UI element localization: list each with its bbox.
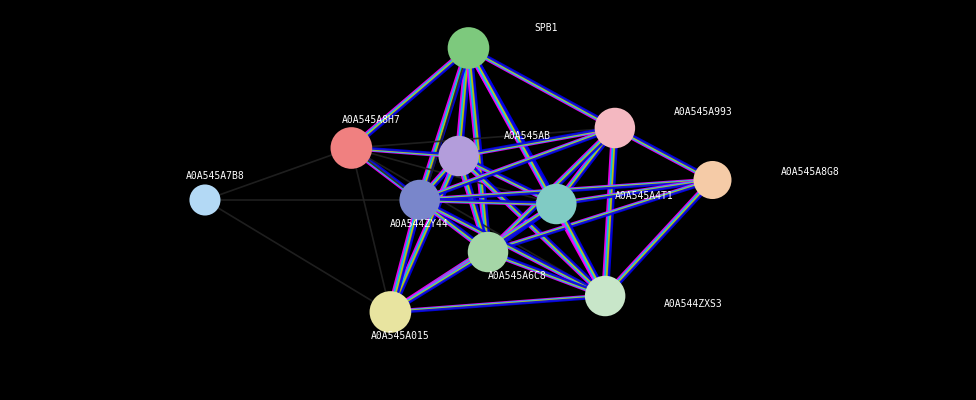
Point (549, 201, 564, 207)
Point (383, 309, 398, 315)
Point (412, 197, 427, 203)
Point (607, 125, 623, 131)
Text: A0A544ZY44: A0A544ZY44 (390, 219, 449, 229)
Point (461, 45, 476, 51)
Text: A0A545A8G8: A0A545A8G8 (781, 167, 839, 177)
Text: A0A545AB: A0A545AB (504, 131, 550, 141)
Text: A0A544ZXS3: A0A544ZXS3 (664, 299, 722, 309)
Text: A0A545A8H7: A0A545A8H7 (342, 115, 400, 125)
Text: A0A545A015: A0A545A015 (371, 331, 429, 341)
Text: A0A545A4T1: A0A545A4T1 (615, 191, 673, 201)
Point (451, 153, 467, 159)
Point (480, 249, 496, 255)
Text: SPB1: SPB1 (535, 23, 558, 33)
Text: A0A545A7B8: A0A545A7B8 (185, 171, 244, 181)
Point (197, 197, 213, 203)
Point (597, 293, 613, 299)
Text: A0A545A6C8: A0A545A6C8 (488, 271, 547, 281)
Text: A0A545A993: A0A545A993 (673, 107, 732, 117)
Point (344, 145, 359, 151)
Point (705, 177, 720, 183)
